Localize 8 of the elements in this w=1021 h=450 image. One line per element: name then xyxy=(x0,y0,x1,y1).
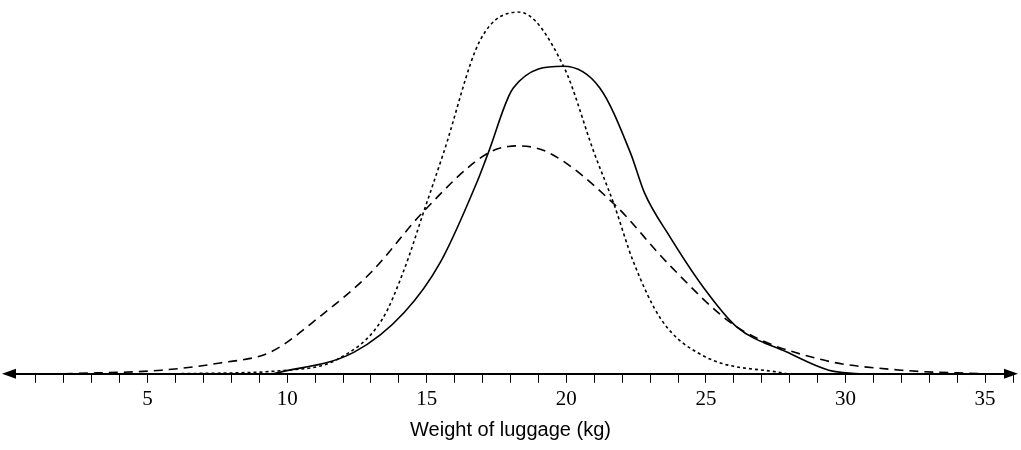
x-tick-label: 10 xyxy=(276,385,298,410)
x-tick-label: 30 xyxy=(835,385,856,410)
x-tick-label: 20 xyxy=(555,385,577,410)
x-tick-label: 25 xyxy=(695,385,717,410)
x-axis-title: Weight of luggage (kg) xyxy=(410,417,611,440)
x-tick-label: 35 xyxy=(974,385,996,410)
x-tick-label: 15 xyxy=(416,385,438,410)
x-tick-label: 5 xyxy=(142,385,153,410)
